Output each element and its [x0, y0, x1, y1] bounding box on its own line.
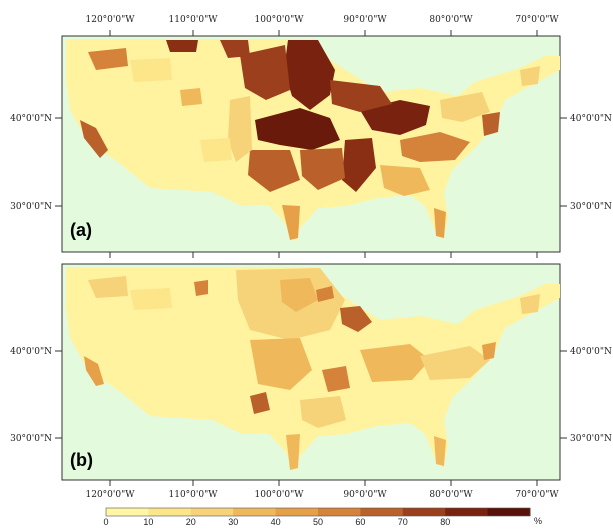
panel-b-lat-40-right: 40°0'0"N [570, 347, 612, 357]
panel-b-heat-cells [84, 268, 540, 470]
panel-a-lat-30-left: 30°0'0"N [10, 202, 52, 212]
bottom-longitude-ticks: 120°0'0"W 110°0'0"W 100°0'0"W 90°0'0"W 8… [86, 490, 560, 500]
panel-a-lat-40-right: 40°0'0"N [570, 114, 612, 124]
colorbar-tick-label: 40 [271, 517, 281, 527]
colorbar-swatch [148, 508, 192, 516]
bottom-lon-tick-80: 80°0'0"W [429, 490, 473, 500]
panel-a-label: (a) [70, 220, 92, 240]
colorbar-tick-label: 70 [398, 517, 408, 527]
colorbar-legend: 0 10 20 30 40 50 60 70 80 [103, 507, 531, 527]
top-lon-tick-110: 110°0'0"W [169, 15, 219, 25]
colorbar-swatch [106, 508, 149, 516]
top-lon-tick-80: 80°0'0"W [429, 15, 473, 25]
panel-b-us-landmass [66, 267, 560, 471]
panel-a-lat-30-right: 30°0'0"N [570, 202, 612, 212]
colorbar-swatch [275, 508, 319, 516]
colorbar-tick-label: 50 [313, 517, 323, 527]
bottom-lon-tick-100: 100°0'0"W [255, 490, 305, 500]
colorbar-tick-label: 80 [440, 517, 450, 527]
top-lon-tick-100: 100°0'0"W [255, 15, 305, 25]
bottom-lon-tick-90: 90°0'0"W [343, 490, 387, 500]
panel-a-lat-40-left: 40°0'0"N [10, 114, 52, 124]
top-lon-tick-120: 120°0'0"W [86, 15, 136, 25]
colorbar-swatch [402, 508, 446, 516]
colorbar-swatch [445, 508, 489, 516]
panel-a: (a) 40°0'0"N 30°0'0"N 40°0'0"N 30°0'0"N [10, 35, 612, 253]
panel-b-lat-30-right: 30°0'0"N [570, 434, 612, 444]
panel-a-heat-cells [80, 40, 540, 240]
colorbar-unit: % [534, 516, 542, 526]
panel-b: (b) 40°0'0"N 30°0'0"N 40°0'0"N 30°0'0"N [10, 263, 612, 481]
top-lon-tick-90: 90°0'0"W [343, 15, 387, 25]
top-lon-tick-70: 70°0'0"W [515, 15, 559, 25]
colorbar-tick-label: 0 [103, 517, 108, 527]
bottom-lon-tick-110: 110°0'0"W [169, 490, 219, 500]
bottom-lon-tick-70: 70°0'0"W [515, 490, 559, 500]
colorbar-tick-label: 20 [186, 517, 196, 527]
colorbar-swatch [487, 508, 531, 516]
colorbar-swatch [190, 508, 234, 516]
colorbar-frame [105, 507, 531, 517]
colorbar-swatch [318, 508, 361, 516]
colorbar-tick-label: 30 [228, 517, 238, 527]
bottom-lon-tick-120: 120°0'0"W [86, 490, 136, 500]
panel-b-label: (b) [70, 450, 93, 470]
colorbar-tick-label: 60 [355, 517, 365, 527]
colorbar-tick-label: 10 [143, 517, 153, 527]
colorbar-swatch [360, 508, 404, 516]
panel-b-lat-30-left: 30°0'0"N [10, 434, 52, 444]
colorbar-swatch [233, 508, 277, 516]
top-longitude-ticks: 120°0'0"W 110°0'0"W 100°0'0"W 90°0'0"W 8… [86, 15, 560, 25]
panel-b-lat-40-left: 40°0'0"N [10, 347, 52, 357]
